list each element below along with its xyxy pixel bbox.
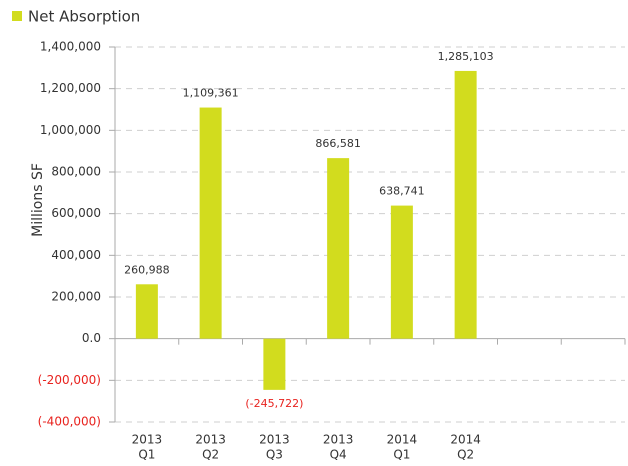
legend-swatch — [12, 11, 22, 21]
value-label: 638,741 — [379, 185, 425, 198]
y-tick-label: 200,000 — [51, 290, 101, 304]
y-tick-label: 600,000 — [51, 206, 101, 220]
x-tick-label: 2013 — [259, 433, 290, 447]
y-tick-label: 800,000 — [51, 165, 101, 179]
bar — [327, 158, 350, 339]
x-tick-label: Q1 — [393, 448, 410, 462]
bar — [390, 205, 413, 339]
y-tick-label: (-200,000) — [38, 373, 101, 387]
bar — [199, 107, 222, 339]
value-label: 866,581 — [315, 137, 361, 150]
y-tick-label: 0.0 — [82, 331, 101, 345]
y-tick-label: 400,000 — [51, 248, 101, 262]
x-tick-label: Q1 — [138, 448, 155, 462]
x-tick-label: Q2 — [457, 448, 474, 462]
value-label: 1,109,361 — [183, 87, 239, 100]
x-tick-label: 2013 — [132, 433, 163, 447]
x-tick-label: Q4 — [330, 448, 347, 462]
x-tick-label: 2014 — [387, 433, 418, 447]
value-label: 260,988 — [124, 263, 170, 276]
legend-label: Net Absorption — [28, 8, 140, 26]
x-tick-label: 2014 — [450, 433, 481, 447]
x-tick-label: 2013 — [195, 433, 226, 447]
y-axis-label: Millions SF — [30, 163, 46, 237]
bar — [454, 70, 477, 339]
x-tick-label: Q2 — [202, 448, 219, 462]
x-tick-label: 2013 — [323, 433, 354, 447]
y-tick-label: (-400,000) — [38, 415, 101, 429]
y-tick-label: 1,200,000 — [40, 81, 101, 95]
y-tick-label: 1,400,000 — [40, 40, 101, 54]
value-label: 1,285,103 — [438, 50, 494, 63]
bar — [263, 338, 286, 390]
value-label: (-245,722) — [245, 397, 303, 410]
y-tick-label: 1,000,000 — [40, 123, 101, 137]
bar — [135, 284, 158, 339]
x-tick-label: Q3 — [266, 448, 283, 462]
